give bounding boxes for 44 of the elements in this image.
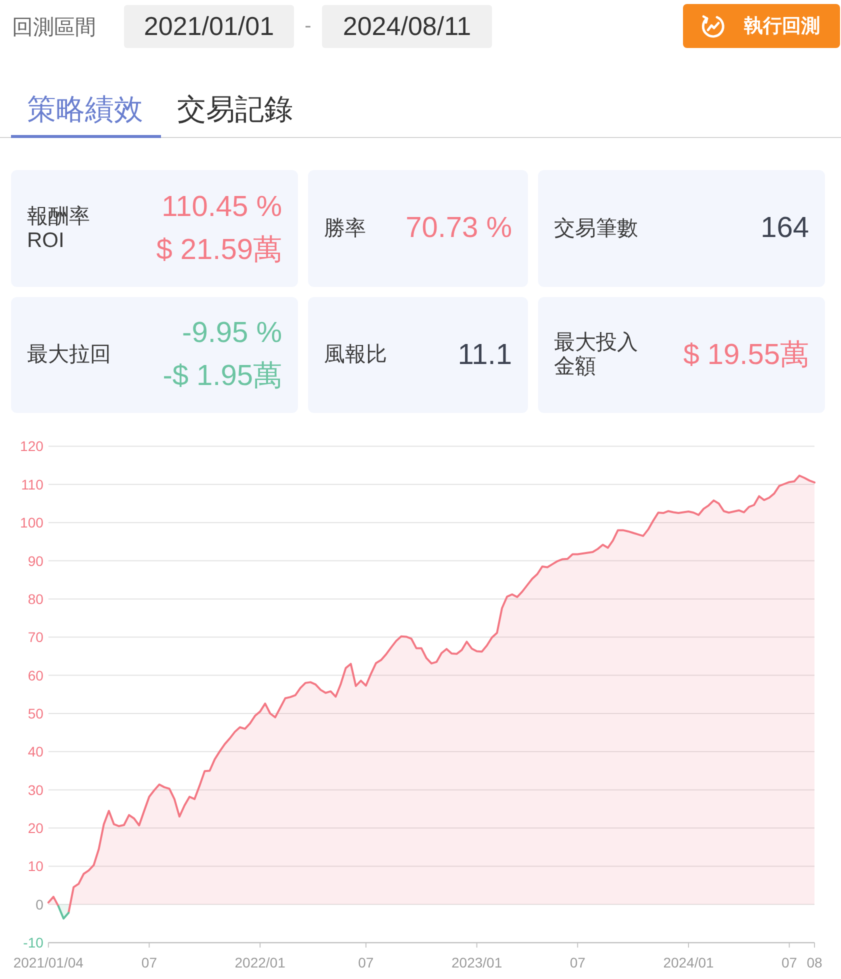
text: 70.73 % — [406, 211, 512, 246]
text: -9.95 % — [182, 316, 282, 351]
text: 執行回測 — [744, 15, 820, 39]
x-tick-label: 07 — [570, 954, 586, 971]
x-tick-label: 07 — [141, 954, 158, 971]
y-tick-label: 110 — [21, 476, 44, 492]
text: $ 21.59萬 — [156, 232, 282, 268]
y-tick-label: 100 — [20, 514, 44, 531]
text: 11.1 — [458, 338, 512, 372]
y-tick-label: 10 — [28, 858, 44, 874]
text: 報酬率 ROI — [27, 204, 91, 252]
y-tick-label: 0 — [36, 896, 44, 912]
x-tick-label: 07 — [782, 954, 798, 971]
text: 2024/08/11 — [342, 11, 472, 42]
text: $ 19.55萬 — [683, 338, 809, 372]
text: 勝率 — [324, 216, 366, 240]
text: 2021/01/01 — [144, 11, 274, 42]
y-tick-label: 50 — [28, 705, 44, 722]
y-tick-label: 40 — [28, 744, 44, 760]
y-tick-label: -10 — [23, 934, 44, 951]
x-tick-label: 2024/01 — [663, 954, 714, 971]
x-tick-label: 07 — [358, 954, 374, 971]
text: 策略績效 — [27, 93, 143, 128]
x-tick-label: 2023/01 — [452, 954, 502, 971]
text: 最大拉回 — [27, 343, 111, 367]
y-tick-label: 120 — [20, 438, 44, 454]
text: 164 — [760, 211, 809, 246]
x-tick-label: 08 — [806, 954, 822, 971]
x-tick-label: 2021/01/04 — [13, 954, 84, 971]
text: 回測區間 — [12, 14, 96, 40]
text: -$ 1.95萬 — [162, 359, 282, 394]
x-tick-label: 2022/01 — [234, 954, 286, 971]
text: - — [304, 15, 312, 38]
y-tick-label: 60 — [28, 667, 44, 684]
y-tick-label: 20 — [28, 820, 44, 836]
text: 最大投入金額 — [554, 331, 639, 379]
y-tick-label: 70 — [28, 629, 44, 646]
text: 交易記錄 — [177, 93, 293, 128]
text: 110.45 % — [162, 190, 282, 224]
y-tick-label: 80 — [28, 590, 44, 607]
y-tick-label: 30 — [28, 782, 44, 798]
text: 風報比 — [324, 343, 387, 367]
text: 交易筆數 — [554, 216, 638, 240]
y-tick-label: 90 — [28, 552, 44, 569]
